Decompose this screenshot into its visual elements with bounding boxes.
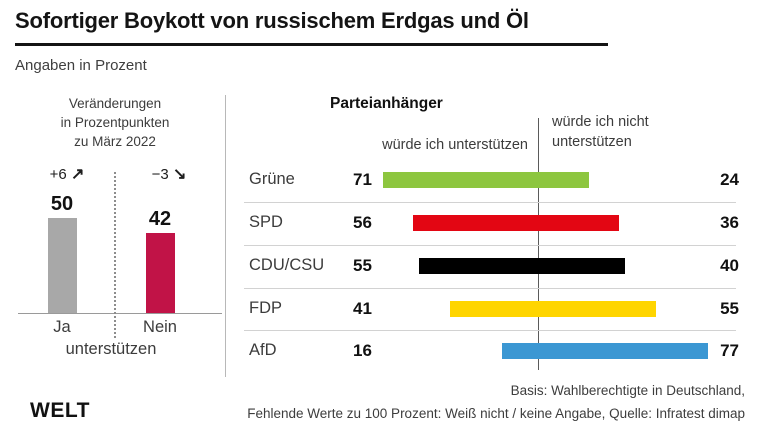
category-label-nein: Nein [143, 318, 177, 336]
change-chart-title-line: in Prozentpunkten [60, 115, 170, 130]
change-annotation-nein: −3 ↘ [116, 164, 222, 184]
support-value: 41 [353, 299, 372, 318]
category-label-ja: Ja [53, 318, 71, 336]
support-value: 71 [353, 170, 372, 189]
title-underline [15, 43, 608, 46]
party-bar [450, 301, 657, 317]
subtitle: Angaben in Prozent [15, 57, 147, 74]
party-label: SPD [249, 213, 283, 231]
oppose-value: 55 [720, 299, 739, 318]
change-chart-title-line: zu März 2022 [74, 134, 156, 149]
change-value: +6 [49, 166, 67, 183]
oppose-value: 36 [720, 213, 739, 232]
bar-nein [145, 233, 175, 313]
party-label: CDU/CSU [249, 256, 325, 274]
source-line: Fehlende Werte zu 100 Prozent: Weiß nich… [247, 406, 745, 421]
party-bar [413, 215, 619, 231]
source-line: Basis: Wahlberechtigte in Deutschland, [510, 383, 745, 398]
bar-ja [47, 218, 77, 313]
row-separator [244, 288, 736, 289]
party-bar [418, 258, 625, 274]
support-value: 55 [353, 256, 372, 275]
change-chart-title-line: Veränderungen [68, 96, 162, 111]
page-title: Sofortiger Boykott von russischem Erdgas… [15, 8, 529, 33]
support-value: 56 [353, 213, 372, 232]
column-header-oppose: würde ich nicht unterstützen [552, 114, 649, 150]
party-label: Grüne [249, 170, 295, 188]
oppose-value: 40 [720, 256, 739, 275]
category-shared-label: unterstützen [65, 340, 157, 358]
party-bar [502, 343, 709, 359]
party-label: AfD [249, 341, 277, 359]
change-value: −3 [151, 166, 169, 183]
arrow-down-right-icon: ↘ [172, 166, 187, 183]
support-value: 16 [353, 341, 372, 360]
party-bar [383, 172, 590, 188]
center-axis-line [538, 118, 539, 370]
row-separator [244, 245, 736, 246]
row-separator [244, 330, 736, 331]
oppose-value: 24 [720, 170, 739, 189]
column-header-support: würde ich unterstützen [382, 137, 528, 153]
source-note: Basis: Wahlberechtigte in Deutschland, F… [247, 379, 745, 425]
party-chart-title: Parteianhänger [330, 95, 443, 112]
bar-value-ja: 50 [50, 193, 74, 215]
panel-divider [225, 95, 226, 377]
party-label: FDP [249, 299, 282, 317]
baseline [18, 313, 222, 314]
bar-value-nein: 42 [148, 208, 172, 231]
change-annotation-ja: +6 ↗ [18, 164, 116, 184]
row-separator [244, 202, 736, 203]
oppose-value: 77 [720, 341, 739, 360]
arrow-up-right-icon: ↗ [70, 166, 85, 183]
dotted-divider [114, 172, 116, 338]
change-chart-title: Veränderungen in Prozentpunkten zu März … [10, 94, 220, 151]
welt-logo: WELT [30, 399, 90, 422]
